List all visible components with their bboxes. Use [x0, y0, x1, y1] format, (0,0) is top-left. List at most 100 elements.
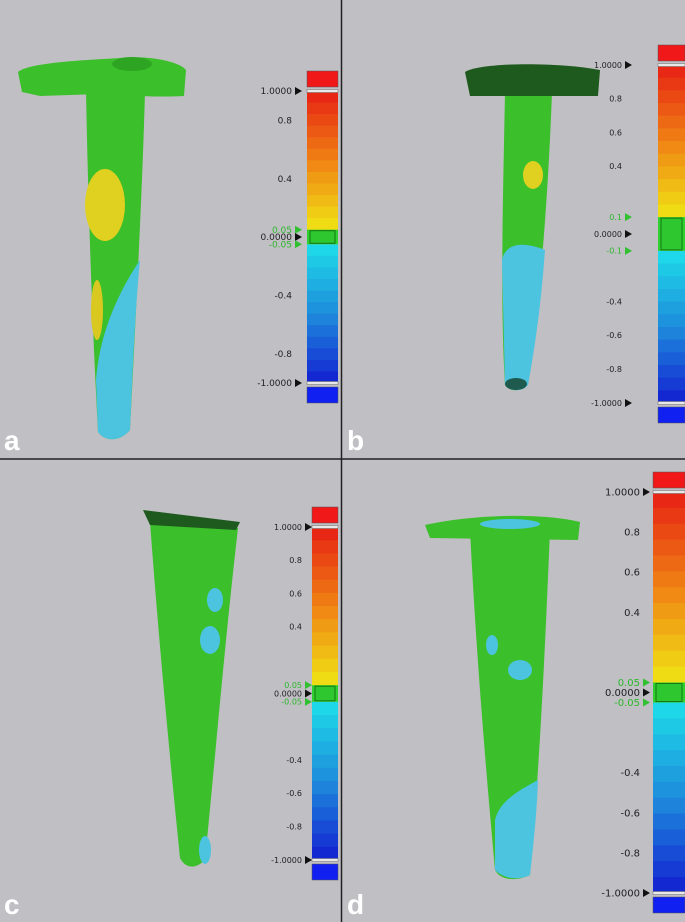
- scale-segment: [653, 718, 685, 735]
- scale-segment: [307, 102, 338, 115]
- model-a: [18, 57, 186, 440]
- scale-segment: [653, 845, 685, 862]
- scale-segment: [658, 339, 685, 353]
- scale-pointer: [295, 240, 302, 249]
- scale-segment: [312, 754, 338, 769]
- scale-segment: [307, 267, 338, 280]
- scale-segment: [312, 619, 338, 633]
- scale-label: 0.4: [609, 162, 622, 171]
- scale-segment: [307, 244, 338, 257]
- scale-label: 0.1: [609, 213, 622, 222]
- scale-segment: [653, 797, 685, 815]
- scale-pointer: [295, 87, 302, 95]
- scale-segment: [658, 90, 685, 104]
- scale-label: 0.8: [278, 116, 293, 126]
- scale-label: 0.05: [618, 678, 640, 689]
- scale-label: -0.6: [286, 789, 302, 798]
- scale-max-block: [311, 506, 339, 524]
- scale-max-block: [306, 70, 339, 88]
- scale-label: 0.6: [289, 589, 302, 598]
- scale-segment: [653, 587, 685, 604]
- scale-label: -0.8: [286, 823, 302, 832]
- scale-segment: [307, 195, 338, 208]
- scale-pointer: [305, 523, 312, 531]
- scale-min-block: [311, 863, 339, 881]
- model-d: [425, 515, 580, 880]
- scale-segment: [653, 861, 685, 878]
- scale-pointer: [625, 246, 632, 255]
- scale-segment: [658, 128, 685, 142]
- model-b: [465, 64, 600, 391]
- scale-segment: [653, 813, 685, 831]
- scale-segment: [653, 750, 685, 767]
- scale-segment: [653, 666, 685, 683]
- scale-label: 0.05: [284, 681, 302, 690]
- scale-label: -0.05: [614, 698, 640, 709]
- scale-segment: [658, 364, 685, 379]
- scale-max-block: [657, 44, 685, 62]
- scale-segment: [658, 288, 685, 303]
- scale-segment: [653, 877, 685, 894]
- scale-segment: [653, 734, 685, 751]
- scale-segment: [312, 807, 338, 821]
- scale-label: 0.0000: [274, 689, 302, 698]
- scale-label: -0.6: [620, 808, 640, 819]
- scale-segment: [658, 314, 685, 328]
- scale-segment: [312, 579, 338, 594]
- scale-zero-box: [660, 217, 683, 251]
- scale-segment: [658, 250, 685, 265]
- scale-segment: [658, 204, 685, 218]
- scale-pointer: [295, 225, 302, 234]
- scale-segment: [312, 767, 338, 782]
- panel-label: b: [347, 425, 364, 456]
- scale-limit-line: [306, 381, 339, 385]
- scale-pointer: [625, 61, 632, 69]
- scale-segment: [312, 833, 338, 848]
- scale-pointer: [295, 233, 302, 241]
- scale-min-block: [306, 386, 339, 404]
- scale-segment: [312, 701, 338, 716]
- scale-segment: [307, 160, 338, 173]
- scale-min-block: [652, 896, 685, 914]
- scale-pointer: [305, 681, 312, 690]
- scale-segment: [653, 539, 685, 556]
- scale-label: 1.0000: [274, 523, 302, 532]
- scale-pointer: [625, 213, 632, 222]
- scale-label: 0.4: [278, 175, 293, 185]
- scale-segment: [658, 276, 685, 290]
- scale-label: 0.05: [272, 226, 292, 236]
- scale-segment: [307, 183, 338, 196]
- scale-segment: [307, 137, 338, 150]
- scale-segment: [312, 592, 338, 607]
- scale-segment: [658, 191, 685, 205]
- scale-segment: [312, 820, 338, 835]
- scale-segment: [307, 290, 338, 303]
- scale-segment: [653, 618, 685, 636]
- scale-segment: [653, 571, 685, 588]
- scale-segment: [307, 206, 338, 219]
- scale-segment: [658, 352, 685, 366]
- scale-segment: [658, 77, 685, 91]
- scale-pointer: [625, 399, 632, 407]
- scale-segment: [307, 125, 338, 138]
- scale-limit-line: [657, 401, 685, 405]
- scale-segment: [307, 359, 338, 372]
- scale-label: -0.05: [269, 240, 292, 250]
- scale-pointer: [305, 697, 312, 706]
- scale-segment: [658, 153, 685, 167]
- scale-label: 1.0000: [605, 488, 640, 499]
- scale-segment: [312, 780, 338, 795]
- scale-label: 0.4: [624, 608, 640, 619]
- scale-max-block: [652, 471, 685, 489]
- scale-segment: [653, 523, 685, 541]
- scale-segment: [312, 540, 338, 554]
- scale-pointer: [305, 689, 312, 698]
- scale-label: -1.0000: [257, 379, 292, 389]
- scale-segment: [658, 263, 685, 277]
- scale-segment: [312, 645, 338, 660]
- scale-segment: [653, 555, 685, 572]
- model-c: [143, 510, 240, 867]
- scale-segment: [312, 741, 338, 756]
- scale-segment: [312, 527, 338, 541]
- scale-label: -0.8: [274, 350, 292, 360]
